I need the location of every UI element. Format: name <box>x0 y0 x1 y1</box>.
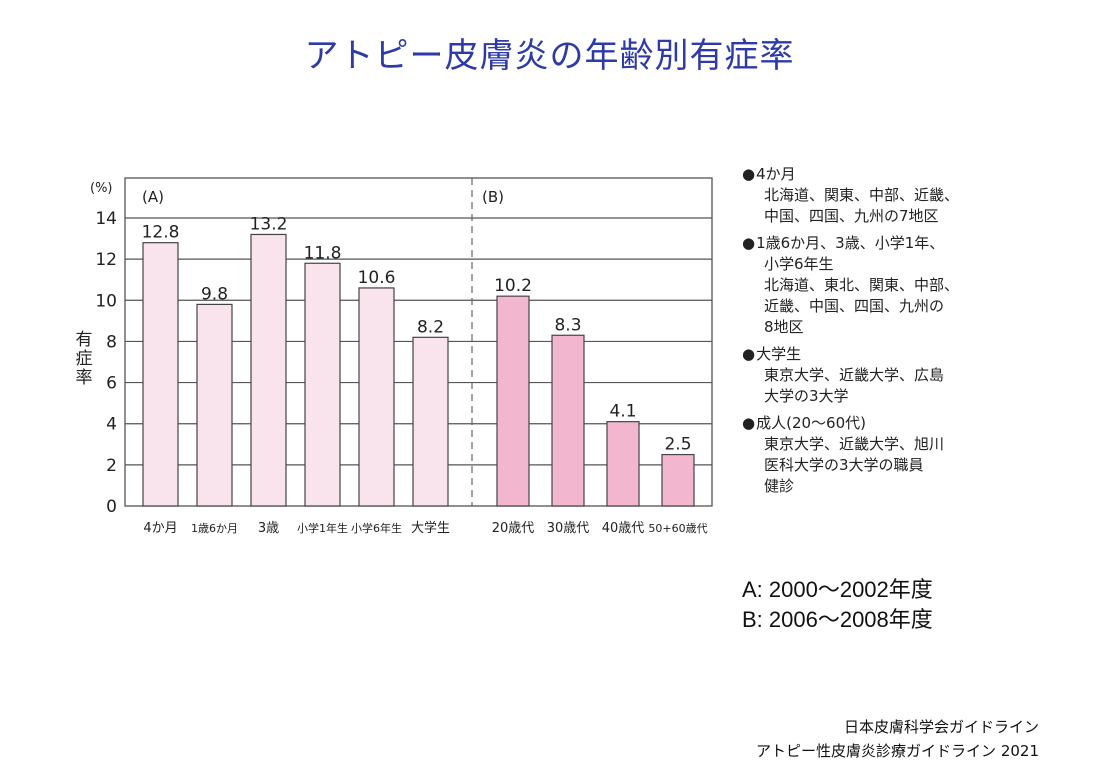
note-4months: 4か月 北海道、関東、中部、近畿、 中国、四国、九州の7地区 <box>742 164 1002 227</box>
bar-value-label: 9.8 <box>201 284 228 304</box>
note-head: 大学生 <box>742 344 1002 365</box>
source-citation: 日本皮膚科学会ガイドライン アトピー性皮膚炎診療ガイドライン 2021 <box>756 715 1039 763</box>
note-detail: 医科大学の3大学の職員 <box>764 456 924 474</box>
bar-value-label: 13.2 <box>250 214 288 234</box>
y-tick-label: 0 <box>106 497 117 517</box>
y-tick-label: 14 <box>95 209 117 229</box>
note-detail: 中国、四国、九州の7地区 <box>764 207 939 225</box>
bar <box>196 303 233 507</box>
note-children: 1歳6か月、3歳、小学1年、 小学6年生 北海道、東北、関東、中部、 近畿、中国… <box>742 233 1002 338</box>
bar <box>496 295 530 507</box>
prevalence-bar-chart: 0 2 4 6 8 10 12 14 (%) 有症率 (A) 12.8 4か月 9.8 1歳6か月 13.2 3… <box>76 177 713 536</box>
bar-value-label: 12.8 <box>142 223 180 243</box>
bar <box>358 287 395 507</box>
note-detail: 東京大学、近畿大学、旭川 <box>764 435 945 453</box>
note-adult: 成人(20〜60代) 東京大学、近畿大学、旭川 医科大学の3大学の職員 健診 <box>742 413 1002 497</box>
note-detail: 8地区 <box>764 318 804 336</box>
source-line: 日本皮膚科学会ガイドライン <box>843 718 1039 736</box>
y-tick-label: 12 <box>95 250 117 270</box>
note-head: 1歳6か月、3歳、小学1年、 <box>742 233 1002 254</box>
x-tick-label: 20歳代 <box>492 521 535 536</box>
note-detail: 大学の3大学 <box>764 387 849 405</box>
note-detail: 北海道、関東、中部、近畿、 <box>764 186 960 204</box>
note-head: 成人(20〜60代) <box>742 413 1002 434</box>
group-label: (B) <box>482 188 504 206</box>
y-tick-label: 8 <box>106 332 117 352</box>
x-tick-label: 大学生 <box>411 520 450 536</box>
y-tick-label: 2 <box>106 456 117 476</box>
bar-value-label: 10.6 <box>358 268 396 288</box>
period-b: B: 2006〜2008年度 <box>742 607 933 632</box>
x-tick-label: 30歳代 <box>547 521 590 536</box>
bar-value-label: 2.5 <box>664 435 691 455</box>
note-detail: 小学6年生 <box>764 255 834 273</box>
x-tick-label: 3歳 <box>258 521 279 536</box>
bar-value-label: 8.3 <box>554 315 581 335</box>
source-line: アトピー性皮膚炎診療ガイドライン 2021 <box>756 742 1039 760</box>
note-university: 大学生 東京大学、近畿大学、広島 大学の3大学 <box>742 344 1002 407</box>
group-label: (A) <box>142 188 164 206</box>
note-detail: 健診 <box>764 477 795 495</box>
slide-title: アトピー皮膚炎の年齢別有症率 <box>304 36 795 76</box>
bar <box>551 334 585 507</box>
x-tick-label: 小学1年生 <box>297 521 348 535</box>
bar-value-label: 8.2 <box>417 317 444 337</box>
y-unit-label: (%) <box>90 181 113 196</box>
x-tick-label: 50+60歳代 <box>648 522 707 535</box>
y-axis-title: 有症率 <box>76 330 93 388</box>
note-detail: 北海道、東北、関東、中部、 <box>764 276 960 294</box>
bar <box>142 242 179 507</box>
period-a: A: 2000〜2002年度 <box>742 577 933 602</box>
bar-value-label: 4.1 <box>609 402 636 422</box>
y-tick-label: 10 <box>95 291 117 311</box>
survey-periods: A: 2000〜2002年度 B: 2006〜2008年度 <box>742 575 933 635</box>
bar <box>412 336 449 507</box>
note-detail: 東京大学、近畿大学、広島 <box>764 366 945 384</box>
y-tick-label: 4 <box>106 415 117 435</box>
bar-value-label: 10.2 <box>494 276 532 296</box>
y-tick-label: 6 <box>106 374 117 394</box>
x-tick-label: 1歳6か月 <box>191 522 238 535</box>
x-tick-label: 小学6年生 <box>351 521 402 535</box>
bar <box>606 421 640 507</box>
x-tick-label: 40歳代 <box>602 521 645 536</box>
note-head: 4か月 <box>742 164 1002 185</box>
x-tick-label: 4か月 <box>143 521 177 536</box>
bar <box>304 262 341 507</box>
bar <box>661 453 695 507</box>
survey-notes: 4か月 北海道、関東、中部、近畿、 中国、四国、九州の7地区 1歳6か月、3歳、… <box>742 164 1002 503</box>
note-detail: 近畿、中国、四国、九州の <box>764 297 945 315</box>
bar-value-label: 11.8 <box>304 243 342 263</box>
bar <box>250 233 287 507</box>
